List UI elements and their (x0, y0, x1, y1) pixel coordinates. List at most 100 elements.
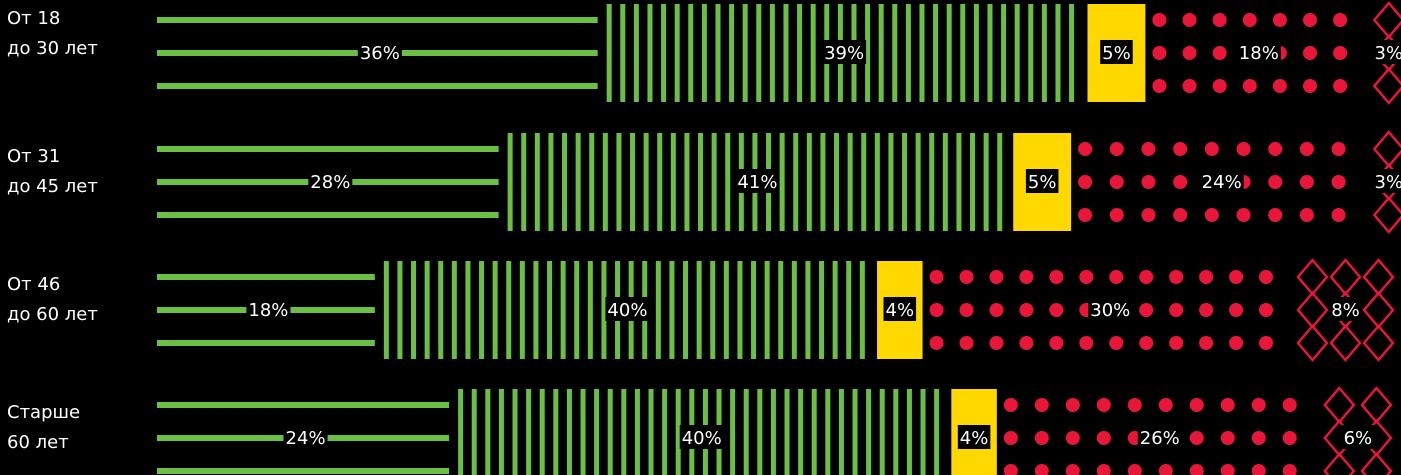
row-1-seg-3-dot-2-7 (1299, 208, 1314, 222)
row-3-seg-1-bar-6 (539, 389, 545, 475)
row-3-seg-1-bar-0 (458, 389, 464, 475)
row-1-seg-1-bar-11 (657, 133, 663, 231)
row-0-seg-0-line-2 (157, 83, 598, 89)
row-0-seg-3-dot-2-1 (1182, 79, 1197, 93)
row-2-seg-3-dot-2-2 (989, 336, 1004, 350)
row-1-seg-3-dot-0-0 (1078, 142, 1093, 156)
row-0-seg-1-bar-22 (905, 4, 911, 102)
row-3-seg-1-bar-9 (580, 389, 586, 475)
row-0-seg-3-dot-0-5 (1303, 13, 1317, 27)
row-1-seg-1-bar-32 (942, 133, 948, 231)
row-2-seg-4-value-label: 8% (1331, 300, 1360, 321)
row-3-seg-1-bar-30 (866, 389, 872, 475)
row-2-seg-3-value-label: 30% (1090, 300, 1130, 321)
row-2-seg-1-bar-24 (710, 261, 716, 359)
row-0-seg-1-bar-19 (865, 4, 871, 102)
row-3-seg-1-bar-13 (634, 389, 640, 475)
row-1-seg-3-dot-1-2 (1141, 175, 1156, 189)
row-2-seg-1-bar-2 (411, 261, 417, 359)
row-2-seg-1-bar-4 (438, 261, 444, 359)
row-2-seg-3-dot-0-7 (1139, 270, 1154, 284)
row-0-seg-3-dot-2-6 (1333, 79, 1348, 93)
row-1-seg-1-bar-30 (915, 133, 921, 231)
row-1-seg-1-bar-20 (779, 133, 785, 231)
row-1-seg-1-bar-7 (602, 133, 608, 231)
row-1-seg-1-bar-21 (793, 133, 799, 231)
row-3-seg-1-bar-20 (730, 389, 736, 475)
row-2-seg-3-dot-1-11 (1259, 303, 1274, 317)
row-3-seg-3-dot-0-5 (1158, 398, 1173, 412)
row-2-seg-3-dot-0-9 (1199, 270, 1214, 284)
row-2-seg-1-bar-3 (424, 261, 430, 359)
row-3-seg-1-bar-29 (852, 389, 858, 475)
row-3-seg-1-bar-23 (770, 389, 776, 475)
row-2-seg-1-bar-10 (519, 261, 525, 359)
row-0-seg-3-dot-0-1 (1182, 13, 1197, 27)
row-1-seg-3-value-label-bg (1199, 169, 1244, 193)
row-3-seg-3-dot-2-4 (1127, 464, 1142, 475)
row-1-seg-1-bar-28 (888, 133, 894, 231)
row-1-seg-1-bar-5 (575, 133, 581, 231)
row-3-seg-1-bar-27 (825, 389, 831, 475)
row-1-seg-0-line-2 (157, 212, 499, 218)
row-3-seg-3-value-label: 26% (1140, 428, 1180, 449)
row-label-0-line-1: От 18 (7, 8, 61, 29)
row-0-seg-3-dot-2-4 (1272, 79, 1287, 93)
row-1-seg-1-bar-0 (507, 133, 513, 231)
row-2-seg-3-dot-2-1 (959, 336, 974, 350)
row-1-seg-1-bar-9 (630, 133, 636, 231)
row-3-seg-3-dot-0-2 (1065, 398, 1080, 412)
row-1-seg-1-bar-13 (684, 133, 690, 231)
row-2-seg-1-bar-14 (574, 261, 580, 359)
row-1-seg-1-bar-25 (847, 133, 853, 231)
row-3-seg-4-diamond-0-1 (1360, 386, 1393, 424)
row-0-seg-1-bar-31 (1028, 4, 1034, 102)
row-1-seg-1-bar-14 (698, 133, 704, 231)
row-2-seg-3-dot-0-10 (1229, 270, 1244, 284)
row-2-seg-3-dot-0-6 (1109, 270, 1124, 284)
row-2-seg-4-diamond-2-1 (1329, 324, 1362, 362)
row-3-seg-1-bar-10 (594, 389, 600, 475)
row-1-seg-1-bar-15 (711, 133, 717, 231)
row-1-seg-0-value-label-bg (308, 169, 353, 193)
row-1-seg-1-bar-35 (983, 133, 989, 231)
row-3-seg-1-bar-26 (811, 389, 817, 475)
row-3-seg-3-dot-1-9 (1282, 431, 1297, 445)
row-1-seg-2-value-label-bg (1025, 169, 1059, 193)
row-2-seg-3-dot-1-0 (929, 303, 944, 317)
row-0-seg-1-bar-34 (1069, 4, 1075, 102)
row-2-seg-1-bar-7 (479, 261, 485, 359)
row-label-3-line-2: 60 лет (7, 432, 69, 453)
row-2-seg-4-diamond-0-1 (1329, 258, 1362, 296)
row-2-seg-3-dot-2-10 (1229, 336, 1244, 350)
row-0-seg-3-dot-0-4 (1272, 13, 1287, 27)
row-1-seg-1-bar-4 (562, 133, 568, 231)
row-1-seg-1-bar-10 (643, 133, 649, 231)
row-0-seg-1-bar-8 (715, 4, 721, 102)
row-2-seg-3-dot-0-5 (1079, 270, 1094, 284)
row-0-seg-1-bar-10 (742, 4, 748, 102)
row-0-seg-3-dot-1-6 (1333, 46, 1348, 60)
row-label-0-line-2: до 30 лет (7, 38, 98, 59)
row-3-seg-4-diamond-2-1 (1360, 452, 1393, 475)
row-3-seg-3-dot-2-9 (1282, 464, 1297, 475)
row-1-seg-3-dot-0-5 (1236, 142, 1251, 156)
row-3-seg-1-bar-33 (906, 389, 912, 475)
row-1-seg-4-diamond-0-0 (1372, 130, 1401, 168)
row-3-seg-3-dot-1-7 (1220, 431, 1235, 445)
row-0-seg-1-bar-13 (783, 4, 789, 102)
row-2-seg-3-dot-2-6 (1109, 336, 1124, 350)
row-1-seg-3-value-label: 24% (1202, 172, 1242, 193)
row-label-1-line-2: до 45 лет (7, 176, 98, 197)
row-2-seg-1-bar-28 (764, 261, 770, 359)
row-3-seg-3-dot-0-9 (1282, 398, 1297, 412)
row-1-seg-3-dot-2-1 (1109, 208, 1124, 222)
row-1-seg-1-bar-34 (970, 133, 976, 231)
row-1-seg-1-bar-6 (589, 133, 595, 231)
row-3-seg-3-dot-2-2 (1065, 464, 1080, 475)
row-0-seg-1-bar-27 (973, 4, 979, 102)
row-3-seg-1-bar-22 (757, 389, 763, 475)
row-0-seg-3-dot-0-0 (1152, 13, 1167, 27)
row-0-seg-3-dot-0-3 (1242, 13, 1257, 27)
row-1-seg-3-dot-2-5 (1236, 208, 1251, 222)
